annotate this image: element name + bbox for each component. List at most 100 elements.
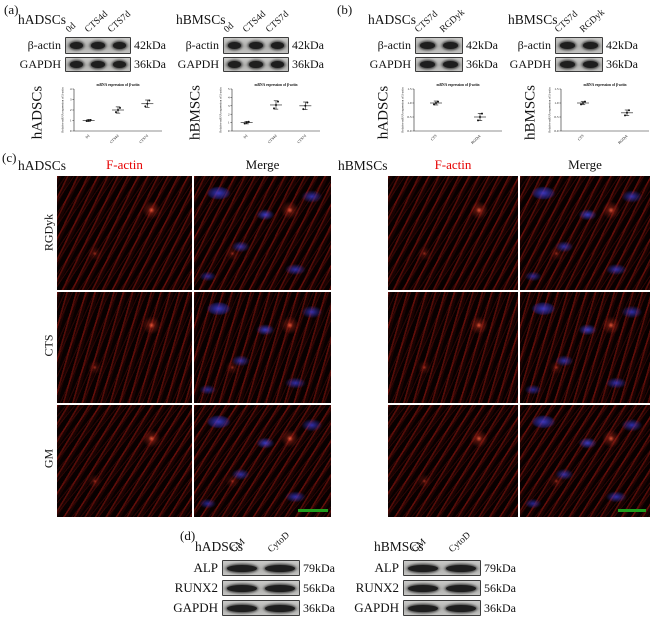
svg-text:CTS4d: CTS4d xyxy=(267,134,278,145)
chart-side-label: hADSCs xyxy=(29,85,46,140)
micrograph-hadscs-cts-merge xyxy=(194,292,331,403)
protein-label: β-actin xyxy=(185,38,219,52)
svg-text:RGDyk: RGDyk xyxy=(618,134,629,145)
svg-text:3: 3 xyxy=(228,104,230,108)
svg-text:1: 1 xyxy=(70,119,72,123)
row-label-gm: GM xyxy=(41,448,56,469)
protein-label: GAPDH xyxy=(177,57,219,71)
blot-image xyxy=(415,57,463,72)
chart-side-label: hBMSCs xyxy=(522,84,539,141)
svg-text:1.5: 1.5 xyxy=(554,87,559,91)
scatter-chart-a-hadscs: mRNA expression of β-actin Relative mRNA … xyxy=(61,83,162,145)
svg-text:CTS7d: CTS7d xyxy=(139,134,150,145)
scatter-chart-b-hbmscs: mRNA expression of β-actin Relative mRNA … xyxy=(548,83,649,145)
svg-text:CTS7d: CTS7d xyxy=(297,134,308,145)
molecular-weight-label: 36kDa xyxy=(303,600,335,615)
molecular-weight-label: 36kDa xyxy=(606,57,638,71)
row-label-cts: CTS xyxy=(41,334,56,357)
blot-row: β-actin 42kDa xyxy=(177,37,324,54)
blot-image xyxy=(555,57,603,72)
lane-label: CTS4d xyxy=(241,9,269,35)
blot-image xyxy=(403,580,481,596)
lane-label: CTS4d xyxy=(83,9,111,35)
svg-text:CTS: CTS xyxy=(430,134,438,142)
cell-type-label: hBMSCs xyxy=(176,12,226,27)
micrograph-hadscs-rgdyk-merge xyxy=(194,176,331,290)
blot-image xyxy=(403,560,481,576)
svg-text:1.0: 1.0 xyxy=(407,101,412,105)
scatter-chart-a-hbmscs: mRNA expression of β-actin Relative mRNA … xyxy=(219,83,320,145)
svg-text:4: 4 xyxy=(228,96,230,100)
blot-row: ALP 79kDa xyxy=(168,560,335,576)
micrograph-hadscs-cts-factin xyxy=(57,292,192,403)
molecular-weight-label: 42kDa xyxy=(292,38,324,52)
cell-type-label: hBMSCs xyxy=(338,158,388,173)
blot-row: GAPDH 36kDa xyxy=(168,600,335,616)
western-blot-group-b-hbmscs: hBMSCs CTS7d RGDyk β-actin 42kDa GAPDH 3… xyxy=(506,8,646,78)
blot-image xyxy=(222,560,300,576)
blot-image xyxy=(555,37,603,54)
column-header-f-actin: F-actin xyxy=(434,157,472,172)
micrograph-hbmscs-rgdyk-factin xyxy=(388,176,518,290)
molecular-weight-label: 56kDa xyxy=(303,580,335,595)
blot-image xyxy=(415,37,463,54)
blot-row: RUNX2 56kDa xyxy=(168,580,335,596)
column-header-merge: Merge xyxy=(245,157,280,172)
micrograph-hbmscs-rgdyk-merge xyxy=(520,176,650,290)
svg-text:3: 3 xyxy=(70,98,72,102)
chart-side-label: hADSCs xyxy=(375,85,392,140)
blot-image xyxy=(222,580,300,596)
protein-label: β-actin xyxy=(377,38,411,52)
western-blot-group-a-hbmscs: hBMSCs 0d CTS4d CTS7d β-actin 42kDa GAPD… xyxy=(174,8,334,78)
protein-label: ALP xyxy=(374,560,399,575)
protein-label: GAPDH xyxy=(354,600,399,615)
blot-row: GAPDH 36kDa xyxy=(509,57,638,72)
svg-text:0d: 0d xyxy=(85,134,91,140)
protein-label: β-actin xyxy=(27,38,61,52)
scale-bar xyxy=(618,509,646,512)
molecular-weight-label: 36kDa xyxy=(484,600,516,615)
chart-side-label: hBMSCs xyxy=(187,84,204,141)
panel-a-label: (a) xyxy=(4,2,19,17)
molecular-weight-label: 79kDa xyxy=(484,560,516,575)
blot-image xyxy=(223,57,289,72)
svg-text:0: 0 xyxy=(228,129,230,133)
svg-text:1.5: 1.5 xyxy=(407,87,412,91)
molecular-weight-label: 79kDa xyxy=(303,560,335,575)
svg-text:mRNA expression of β-actin: mRNA expression of β-actin xyxy=(436,83,479,87)
cell-type-label: hBMSCs xyxy=(508,12,558,27)
protein-label: GAPDH xyxy=(173,600,218,615)
svg-text:2: 2 xyxy=(228,112,230,116)
svg-text:Relative mRNA expression of β-: Relative mRNA expression of β-actin xyxy=(61,87,65,133)
blot-row: β-actin 42kDa xyxy=(369,37,498,54)
molecular-weight-label: 36kDa xyxy=(134,57,166,71)
lane-label: CytoD xyxy=(447,530,473,555)
lane-label: CTS7d xyxy=(264,9,292,35)
molecular-weight-label: 36kDa xyxy=(292,57,324,71)
lane-label: 0d xyxy=(64,21,79,35)
panel-d-label: (d) xyxy=(180,528,196,543)
svg-text:CTS: CTS xyxy=(577,134,585,142)
molecular-weight-label: 42kDa xyxy=(134,38,166,52)
blot-row: GAPDH 36kDa xyxy=(177,57,324,72)
protein-label: β-actin xyxy=(517,38,551,52)
svg-text:mRNA expression of β-actin: mRNA expression of β-actin xyxy=(583,83,626,87)
blot-row: RUNX2 56kDa xyxy=(349,580,516,596)
svg-text:1.0: 1.0 xyxy=(554,101,559,105)
svg-text:Relative mRNA expression of β-: Relative mRNA expression of β-actin xyxy=(219,87,223,133)
micrograph-hadscs-gm-factin xyxy=(57,405,192,517)
scatter-chart-b-hadscs: mRNA expression of β-actin Relative mRNA … xyxy=(401,83,502,145)
svg-text:0d: 0d xyxy=(243,134,249,140)
protein-label: GAPDH xyxy=(509,57,551,71)
lane-label: CTS7d xyxy=(413,9,441,35)
svg-text:RGDyk: RGDyk xyxy=(471,134,482,145)
svg-text:0.5: 0.5 xyxy=(407,115,412,119)
blot-image xyxy=(65,57,131,72)
scale-bar xyxy=(298,509,328,512)
blot-row: GAPDH 36kDa xyxy=(369,57,498,72)
cell-type-label: hADSCs xyxy=(18,12,67,27)
svg-text:mRNA expression of β-actin: mRNA expression of β-actin xyxy=(96,83,139,87)
svg-text:0.0: 0.0 xyxy=(554,129,559,133)
svg-text:5: 5 xyxy=(228,87,230,91)
